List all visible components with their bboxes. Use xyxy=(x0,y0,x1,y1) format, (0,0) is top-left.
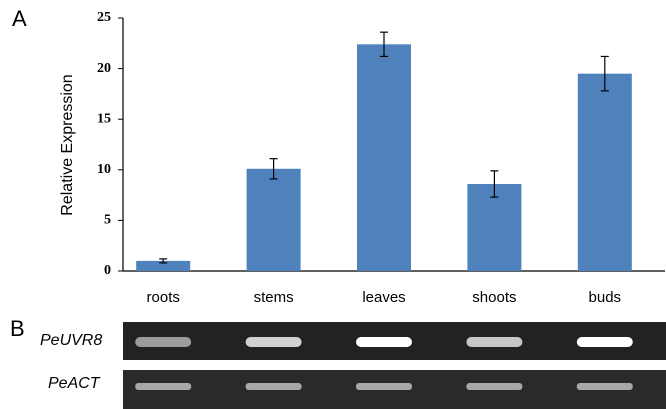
y-tick-label: 25 xyxy=(97,10,111,25)
gel-row-label: PeACT xyxy=(48,375,101,392)
y-tick-label: 15 xyxy=(97,111,111,126)
y-axis-label: Relative Expression xyxy=(59,74,76,215)
x-tick-label: shoots xyxy=(472,289,516,306)
gel-band xyxy=(577,337,633,347)
gel-band xyxy=(246,383,302,390)
gel-band xyxy=(577,383,633,390)
gel-band xyxy=(135,383,191,390)
y-tick-label: 10 xyxy=(97,162,111,177)
figure: A B Relative Expression PeUVR8 PeACT 0 5 1… xyxy=(0,0,666,409)
x-tick-label: buds xyxy=(589,289,622,306)
y-tick-label: 5 xyxy=(104,213,111,228)
panel-label: A xyxy=(12,6,27,31)
x-tick-label: leaves xyxy=(362,289,405,306)
gel-row-label: PeUVR8 xyxy=(40,332,102,349)
gel-band xyxy=(466,383,522,390)
bar xyxy=(247,169,301,271)
y-tick-label: 0 xyxy=(104,263,111,278)
gel-band xyxy=(356,337,412,347)
panel-label: B xyxy=(10,316,25,341)
x-tick-label: roots xyxy=(147,289,180,306)
bar xyxy=(578,74,632,271)
bar xyxy=(357,44,411,271)
gel-band xyxy=(466,337,522,347)
gel-band xyxy=(246,337,302,347)
x-tick-label: stems xyxy=(254,289,294,306)
gel-band xyxy=(356,383,412,390)
y-tick-label: 20 xyxy=(97,61,111,76)
gel-band xyxy=(135,337,191,347)
